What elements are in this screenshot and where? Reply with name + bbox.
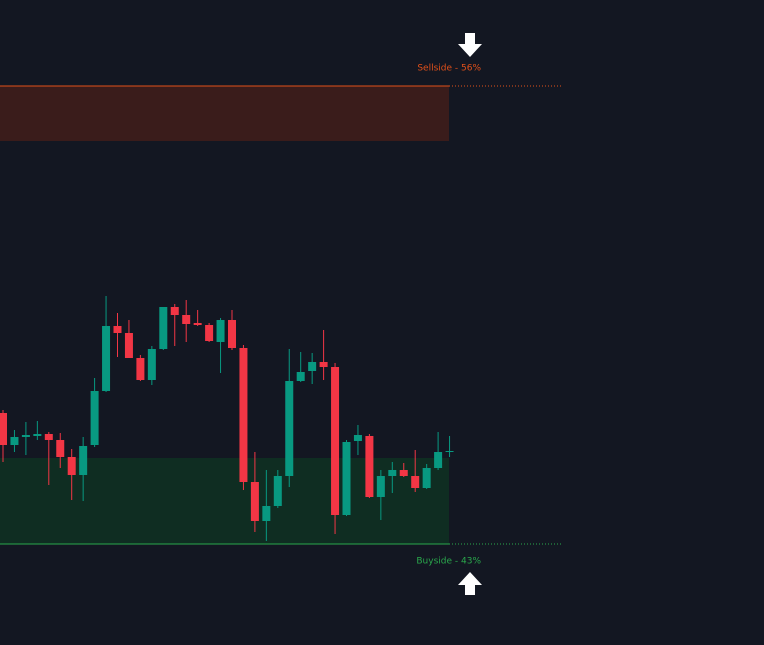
- candle-body: [228, 320, 236, 348]
- candle-body: [342, 442, 351, 515]
- candle-body: [422, 468, 431, 488]
- candle-body: [193, 323, 202, 325]
- candle-body: [273, 476, 282, 506]
- candle-body: [182, 315, 191, 324]
- candle-body: [170, 307, 179, 315]
- candle-body: [124, 333, 133, 358]
- candle-body: [388, 470, 397, 476]
- candle-body: [411, 476, 420, 488]
- candle-body: [205, 325, 214, 341]
- candle-body: [44, 434, 53, 440]
- sellside-zone: [0, 86, 449, 141]
- candle-body: [376, 476, 385, 497]
- candle-body: [353, 435, 362, 441]
- candle-body: [113, 326, 122, 333]
- candle-body: [250, 482, 259, 521]
- down-arrow: [458, 33, 482, 57]
- candle-body: [216, 320, 225, 342]
- buyside-zone: [0, 458, 449, 544]
- candle-body: [262, 506, 271, 521]
- candle-body: [434, 452, 443, 468]
- sellside-label: Sellside - 56%: [417, 64, 481, 74]
- candle-body: [56, 440, 65, 457]
- candle-body: [147, 349, 156, 380]
- candle-body: [102, 326, 111, 391]
- candle-body: [79, 446, 88, 475]
- candle-body: [445, 451, 454, 452]
- candle-body: [399, 470, 408, 476]
- candle-body: [331, 367, 340, 515]
- candle-body: [365, 436, 374, 497]
- candle-body: [239, 348, 248, 482]
- candle-body: [10, 437, 19, 445]
- candle-body: [285, 381, 294, 476]
- candle-body: [33, 434, 42, 436]
- candle-body: [319, 362, 328, 367]
- candle-body: [0, 413, 7, 445]
- candle-body: [296, 372, 305, 381]
- candle-body: [136, 358, 145, 380]
- candle-body: [90, 391, 99, 445]
- candle-body: [21, 435, 30, 437]
- candle-body: [67, 457, 76, 475]
- up-arrow: [458, 572, 482, 595]
- candle-body: [308, 362, 317, 371]
- candle-body: [159, 307, 168, 349]
- buyside-label: Buyside - 43%: [416, 557, 481, 567]
